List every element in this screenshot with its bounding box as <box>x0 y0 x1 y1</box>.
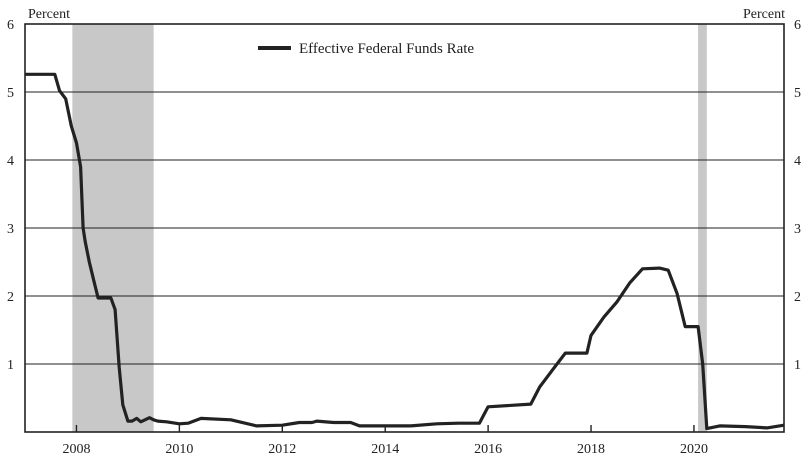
plot-frame <box>24 23 785 433</box>
legend-label-effective-federal-funds-rate: Effective Federal Funds Rate <box>299 41 474 57</box>
y-tick-label-right: 1 <box>794 358 801 373</box>
y-tick-label-right: 4 <box>794 154 801 169</box>
y-tick-label-left: 2 <box>7 290 14 305</box>
axis-ticks: 1 1 2 2 3 3 4 4 5 5 6 6 2008 2010 2012 2014 2016 2018 2020 <box>7 18 801 457</box>
x-tick-label: 2010 <box>165 442 193 457</box>
x-tick-label: 2018 <box>577 442 605 457</box>
y-tick-label-right: 2 <box>794 290 801 305</box>
series-lines <box>25 72 785 431</box>
y-tick-label-right: 5 <box>794 86 801 101</box>
legend: Effective Federal Funds Rate <box>258 41 474 57</box>
gridlines <box>25 91 784 365</box>
x-tick-label: 2014 <box>371 442 399 457</box>
x-tick-label: 2016 <box>474 442 502 457</box>
y-tick-label-right: 6 <box>794 18 801 33</box>
y-tick-label-left: 1 <box>7 358 14 373</box>
series-line-effective-federal-funds-rate <box>25 72 785 431</box>
x-tick-label: 2008 <box>62 442 90 457</box>
y-tick-label-left: 6 <box>7 18 14 33</box>
y-axis-unit-right: Percent <box>743 7 785 22</box>
x-tick-label: 2012 <box>268 442 296 457</box>
y-tick-label-right: 3 <box>794 222 801 237</box>
y-tick-label-left: 4 <box>7 154 14 169</box>
x-tick-label: 2020 <box>680 442 708 457</box>
y-tick-label-left: 5 <box>7 86 14 101</box>
y-tick-label-left: 3 <box>7 222 14 237</box>
y-axis-unit-left: Percent <box>28 7 70 22</box>
